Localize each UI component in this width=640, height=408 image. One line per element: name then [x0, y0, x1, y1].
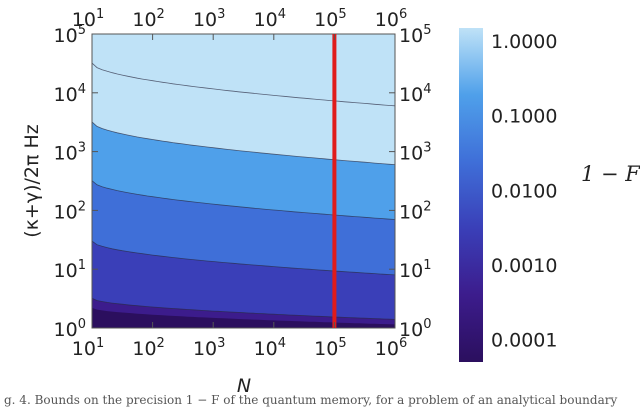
y-axis-title: (κ+γ)/2π Hz: [21, 124, 43, 237]
colorbar: [459, 28, 483, 362]
colorbar-label-2: 0.0100: [491, 180, 557, 202]
x-ticks: 101 101 102 102 103 103 104 104 105 105 106 106: [72, 7, 407, 360]
band-lowest: [92, 307, 395, 328]
x-tick-label-bottom-3: 104: [254, 336, 286, 360]
plot-frame: [91, 33, 396, 329]
x-tick-label-bottom-5: 106: [375, 336, 407, 360]
y-tick-label-right-4: 104: [399, 82, 431, 106]
colorbar-label-4: 0.0001: [491, 330, 557, 352]
x-tick-label-top-3: 104: [254, 7, 286, 31]
y-tick-label-left-2: 102: [54, 199, 86, 223]
x-tick-label-top-5: 106: [375, 7, 407, 31]
y-tick-label-left-4: 104: [54, 82, 86, 106]
colorbar-label-1: 0.1000: [491, 106, 557, 128]
x-tick-label-top-0: 101: [72, 7, 104, 31]
y-tick-label-right-1: 101: [399, 258, 431, 282]
contour-line-1: [92, 297, 395, 320]
y-tick-label-right-0: 100: [399, 317, 431, 341]
y-tick-label-left-5: 105: [54, 23, 86, 47]
colorbar-title: 1 − F: [581, 162, 640, 186]
y-tick-label-right-2: 102: [399, 199, 431, 223]
x-tick-label-bottom-4: 105: [314, 336, 346, 360]
y-tick-label-left-3: 103: [54, 141, 86, 165]
x-axis-title: N: [237, 375, 251, 397]
colorbar-labels: 1.0000 0.1000 0.0100 0.0010 0.0001: [491, 31, 557, 351]
y-tick-label-right-5: 105: [399, 23, 431, 47]
x-tick-label-top-4: 105: [314, 7, 346, 31]
x-tick-label-bottom-2: 103: [193, 336, 225, 360]
x-tick-label-bottom-1: 102: [132, 336, 164, 360]
y-tick-label-left-0: 100: [54, 317, 86, 341]
colorbar-label-0: 1.0000: [491, 31, 557, 53]
x-tick-label-top-2: 103: [193, 7, 225, 31]
contour-line-5: [92, 62, 395, 107]
contour-lines: [92, 62, 395, 320]
contour-line-4: [92, 121, 395, 165]
y-tick-label-left-1: 101: [54, 258, 86, 282]
y-ticks: 100 100 101 101 102 102 103 103 104 104 105 105: [54, 23, 432, 341]
x-tick-label-bottom-0: 101: [72, 336, 104, 360]
x-tick-label-top-1: 102: [132, 7, 164, 31]
figure-caption: g. 4. Bounds on the precision 1 − F of t…: [4, 393, 617, 407]
contour-line-2: [92, 240, 395, 276]
band-2: [92, 241, 395, 328]
colorbar-label-3: 0.0010: [491, 255, 557, 277]
y-tick-label-right-3: 103: [399, 141, 431, 165]
contour-line-3: [92, 180, 395, 220]
contour-bands: [92, 34, 395, 328]
